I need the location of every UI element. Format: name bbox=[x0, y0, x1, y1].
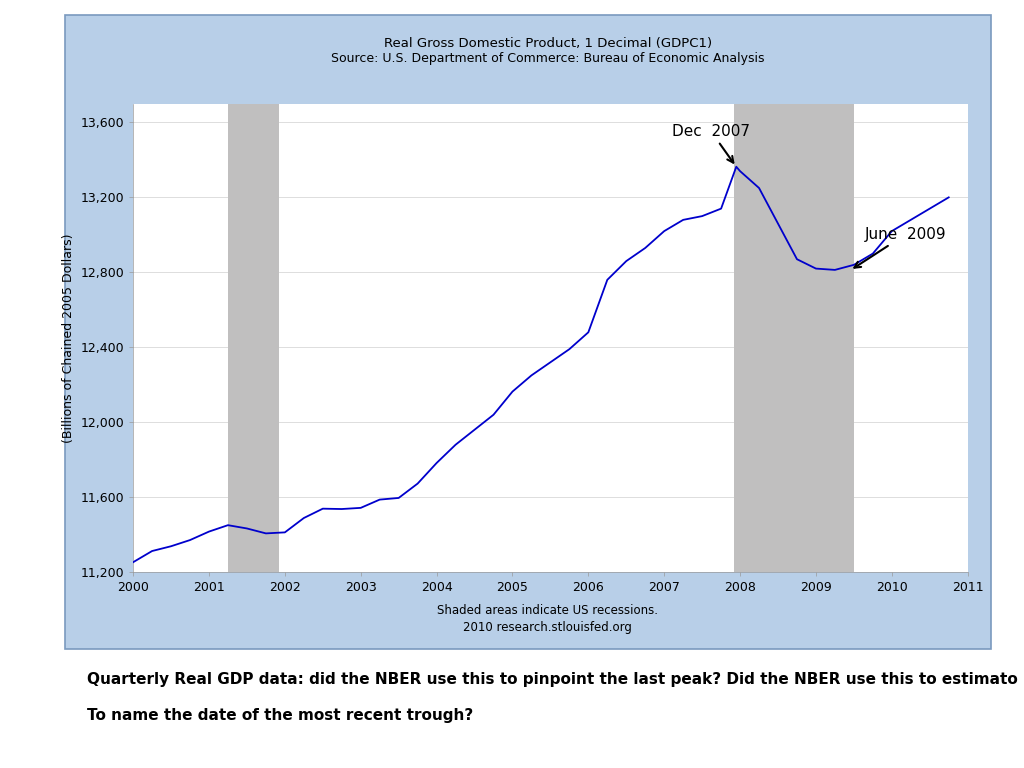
Text: To name the date of the most recent trough?: To name the date of the most recent trou… bbox=[87, 708, 473, 723]
Text: Dec  2007: Dec 2007 bbox=[672, 124, 750, 163]
Y-axis label: (Billions of Chained 2005 Dollars): (Billions of Chained 2005 Dollars) bbox=[61, 233, 75, 442]
Bar bbox=[228, 104, 279, 572]
Text: Shaded areas indicate US recessions.: Shaded areas indicate US recessions. bbox=[437, 604, 658, 617]
Text: Real Gross Domestic Product, 1 Decimal (GDPC1): Real Gross Domestic Product, 1 Decimal (… bbox=[384, 37, 712, 49]
Text: June  2009: June 2009 bbox=[854, 227, 947, 268]
Text: Source: U.S. Department of Commerce: Bureau of Economic Analysis: Source: U.S. Department of Commerce: Bur… bbox=[331, 52, 765, 65]
Text: Quarterly Real GDP data: did the NBER use this to pinpoint the last peak? Did th: Quarterly Real GDP data: did the NBER us… bbox=[87, 672, 1018, 687]
Bar bbox=[734, 104, 854, 572]
Text: 2010 research.stlouisfed.org: 2010 research.stlouisfed.org bbox=[464, 621, 632, 634]
